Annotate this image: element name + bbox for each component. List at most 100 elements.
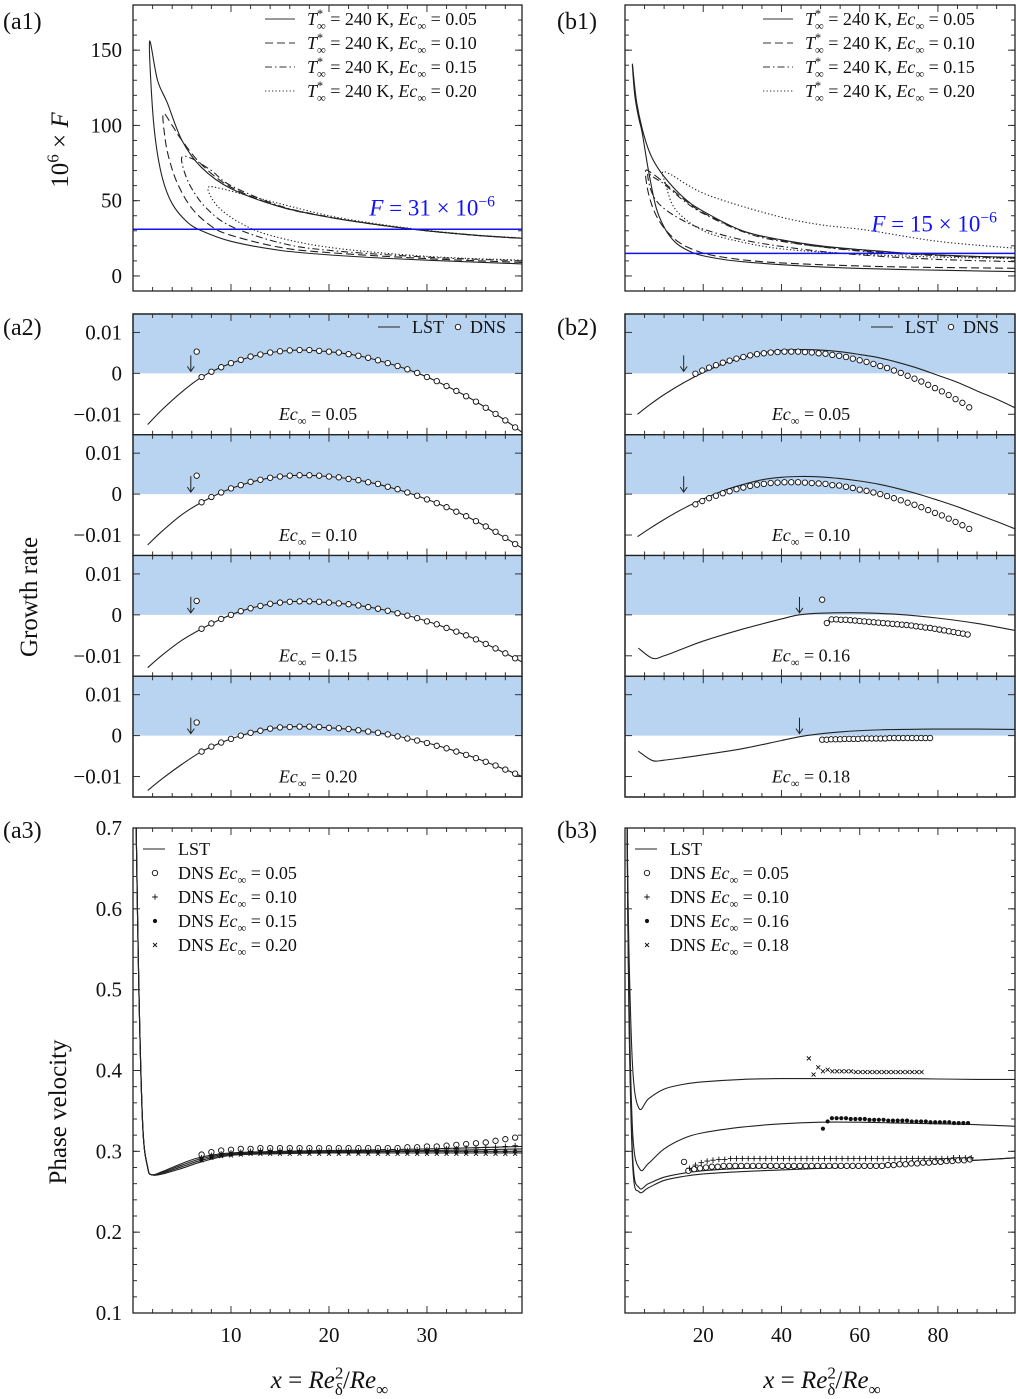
dns-point [433,621,440,628]
dns-point [462,393,470,400]
band-plot-area [637,348,1015,415]
dns-point [276,599,284,606]
dns-point [267,349,274,356]
legend-entry-part: Ec [218,935,238,955]
ec-label-part: Ec [771,404,791,424]
dns-point [296,598,303,605]
legend-entry-part: Ec [397,33,417,53]
dns-cross-marker [900,1069,906,1075]
dns-plus-marker [833,1155,840,1162]
dns-cross-marker [891,1069,896,1075]
ec-label-part: Ec [278,525,298,545]
lst-curve [626,828,1015,1172]
legend-entry-part: ∞ [815,67,824,81]
dns-point [870,360,877,368]
dns-circle-marker [820,1162,827,1170]
unstable-region-shade [133,555,522,615]
dns-point [316,723,323,731]
y-tick-label: −0.01 [73,765,122,789]
legend-entry-part: = 0.20 [426,81,477,101]
dns-cross-marker [834,1068,840,1074]
legend-entry-part: ∞ [317,67,326,81]
dns-point [355,727,362,734]
dns-point [257,727,264,734]
legend-entry: DNS Ec∞ = 0.10 [178,887,297,911]
dns-plus-marker [827,1155,834,1162]
y-tick-label: 0.01 [85,441,122,465]
dns-circle-marker [872,1162,880,1170]
dns-point [829,351,836,359]
ec-label-part: ∞ [298,776,307,790]
dns-point [712,492,720,499]
dns-plus-marker [463,1145,469,1151]
dns-circle-marker [861,1162,868,1170]
dns-cross-marker [853,1069,859,1075]
dns-point [453,508,460,515]
dns-point [472,754,480,762]
dns-dot-marker [834,1116,839,1121]
plot-area [626,828,1015,1194]
reference-line-label-part: = 31 × 10 [383,195,478,220]
dns-point [931,384,939,392]
dns-point [733,355,740,362]
legend-lst-label: LST [905,317,937,337]
legend-entry-part: ∞ [238,945,247,959]
legend-circle-marker [151,869,159,877]
dns-dot-marker [965,1120,971,1126]
legend-entry-part: Ec [710,863,730,883]
dns-cross-marker [483,1151,489,1157]
dns-cross-marker [434,1151,440,1157]
legend-entry-part: = 0.20 [924,81,975,101]
legend-entry: T* ∞ = 240 K, Ec∞ = 0.20 [805,79,975,105]
y-tick-label: 50 [101,189,122,213]
legend-dns-marker [454,323,462,331]
panel-a1: (a1)F = 31 × 10−6T* ∞ = 240 K, Ec∞ = 0.05… [3,4,523,292]
unstable-region-shade [625,676,1015,736]
legend-entry-part: ∞ [317,43,326,57]
legend-entry-part: DNS [178,887,219,907]
ec-label-part: Ec [771,766,791,786]
dns-circle-marker [914,1160,921,1167]
x-axis-title-part: x [762,1367,774,1394]
dns-point [404,366,411,373]
dns-point [296,723,303,730]
dns-plus-marker [780,1155,787,1162]
legend-entry-part: ∞ [915,91,924,105]
legend-entry-part: DNS [178,911,219,931]
dns-dot-marker [228,1152,234,1157]
dns-plus-marker [851,1155,857,1162]
legend-entry-part: = 0.05 [246,863,297,883]
dns-dot-marker [199,1157,204,1162]
dns-point [726,488,733,495]
legend-entry-part: = 0.05 [738,863,789,883]
legend-entry: DNS Ec∞ = 0.16 [670,911,789,935]
legend-entry-part: Ec [895,33,915,53]
y-axis-title: Phase velocity [45,1039,72,1185]
plot-frame [624,4,1016,292]
neutral-curve-dashdot [647,172,1015,263]
plot-frame [132,4,523,292]
legend-dns-marker [947,323,955,331]
dns-point [712,362,720,369]
dns-point [492,762,499,769]
dns-cross-marker [287,1151,293,1157]
dns-cross-marker [297,1151,302,1157]
legend-entry-part: DNS [670,911,711,931]
dns-cross-marker [825,1067,830,1073]
dns-point [257,476,264,483]
legend-entry-part: Ec [895,81,915,101]
x-tick-label: 10 [220,1323,241,1347]
x-axis-title-part: / [835,1367,842,1394]
dns-dot-marker [909,1119,914,1124]
band-plot-area [147,346,522,433]
legend-entry-part: Ec [710,935,730,955]
legend-entry-part: = 240 K, [326,57,399,77]
dns-plus-marker [933,1155,939,1162]
dns-point [443,624,450,632]
dns-cross-marker [316,1151,322,1157]
legend-dns-label: DNS [470,317,506,337]
dns-plus-marker [856,1155,863,1162]
dns-point [705,495,713,502]
dns-plus-marker [733,1155,740,1162]
